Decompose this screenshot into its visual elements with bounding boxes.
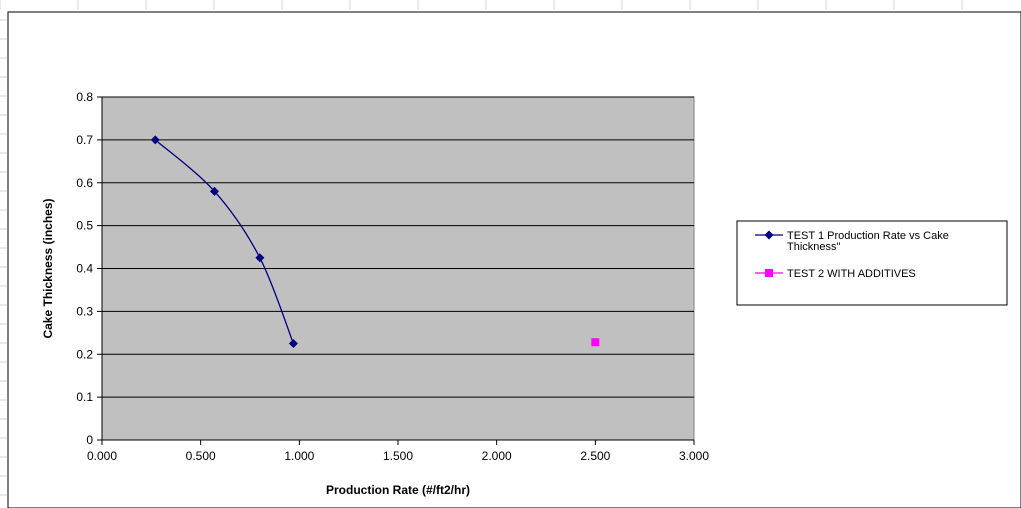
data-point — [209, 186, 219, 196]
y-tick-label: 0.6 — [76, 176, 93, 190]
x-tick-label: 2.500 — [580, 449, 610, 463]
legend-label: TEST 1 Production Rate vs Cake — [787, 230, 949, 242]
legend-marker — [765, 269, 773, 277]
legend-label: TEST 2 WITH ADDITIVES — [787, 268, 916, 280]
data-point — [150, 135, 160, 145]
y-tick-label: 0.2 — [76, 347, 93, 361]
series-2 — [591, 338, 600, 347]
y-axis: 0 0.1 0.2 0.3 0.4 0.5 0.6 0.7 0.8 — [76, 90, 103, 447]
y-tick-label: 0.8 — [76, 90, 93, 104]
series-layer — [150, 135, 600, 349]
y-tick-label: 0.7 — [76, 133, 93, 147]
legend-item-2: TEST 2 WITH ADDITIVES — [755, 268, 916, 280]
gridlines — [102, 96, 694, 441]
x-axis: 0.000 0.500 1.000 1.500 2.000 2.500 3.000 — [87, 439, 709, 463]
data-point — [591, 338, 600, 347]
y-tick-label: 0 — [86, 433, 93, 447]
legend-label: Thickness" — [787, 241, 841, 253]
y-tick-label: 0.3 — [76, 304, 93, 318]
x-axis-title: Production Rate (#/ft2/hr) — [326, 483, 470, 497]
x-tick-label: 0.500 — [186, 449, 216, 463]
x-tick-label: 1.500 — [383, 449, 413, 463]
x-tick-label: 2.000 — [482, 449, 512, 463]
series-1 — [150, 135, 298, 349]
y-tick-label: 0.4 — [76, 262, 93, 276]
x-tick-label: 1.000 — [284, 449, 314, 463]
data-point — [255, 253, 265, 263]
y-tick-label: 0.1 — [76, 390, 93, 404]
column-header-strip — [0, 0, 963, 10]
data-point — [288, 339, 298, 349]
y-tick-label: 0.5 — [76, 219, 93, 233]
y-axis-title: Cake Thickness (inches) — [41, 198, 55, 338]
series-1-line — [154, 139, 295, 344]
legend-marker — [764, 230, 774, 240]
x-tick-label: 0.000 — [87, 449, 117, 463]
row-header-strip — [0, 19, 7, 496]
x-tick-label: 3.000 — [679, 449, 709, 463]
legend[interactable]: TEST 1 Production Rate vs CakeThickness"… — [736, 220, 1008, 306]
